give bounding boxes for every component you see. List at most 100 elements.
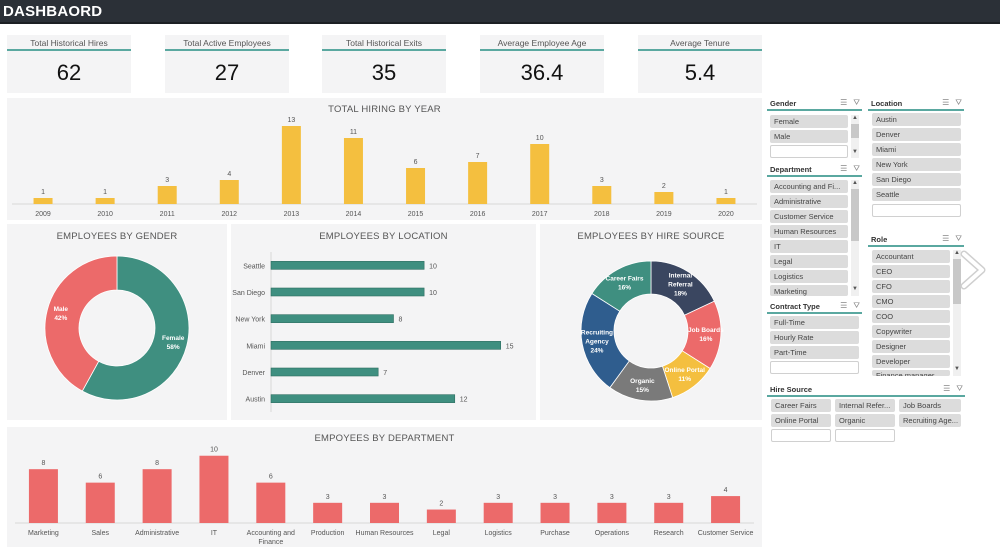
- slicer-item[interactable]: Copywriter: [872, 325, 950, 338]
- slicer-contract-type[interactable]: Contract Type ☰ ⛛ Full-Time Hourly Rate P…: [767, 300, 862, 378]
- slicer-item[interactable]: Male: [770, 130, 848, 143]
- slicer-location[interactable]: Location ☰ ⛛ Austin Denver Miami New York…: [868, 97, 964, 222]
- slicer-item[interactable]: New York: [872, 158, 961, 171]
- slicer-item[interactable]: Recruiting Age...: [899, 414, 961, 427]
- kpi-total-hires: Total Historical Hires 62: [7, 35, 131, 93]
- slicer-scrollbar[interactable]: ▲ ▼: [851, 115, 859, 158]
- clear-filter-icon[interactable]: ⛛: [853, 98, 860, 107]
- slicer-item[interactable]: Marketing: [770, 285, 848, 296]
- slice-name-label: Referral: [668, 282, 693, 289]
- tick-label: 2014: [346, 211, 362, 218]
- scroll-down-icon[interactable]: ▼: [852, 149, 858, 155]
- bar: [270, 287, 425, 297]
- slicer-title: Hire Source: [770, 385, 813, 394]
- clear-filter-icon[interactable]: ⛛: [955, 98, 962, 107]
- slicer-item[interactable]: CEO: [872, 265, 950, 278]
- clear-filter-icon[interactable]: ⛛: [955, 234, 962, 243]
- tick-label: Finance: [258, 539, 283, 546]
- kpi-average-tenure: Average Tenure 5.4: [638, 35, 762, 93]
- data-label: 8: [41, 460, 45, 467]
- slice-percent-label: 42%: [54, 315, 67, 322]
- slicer-hire-source[interactable]: Hire Source ☰ ⛛ Career Fairs Internal Ref…: [767, 383, 965, 447]
- slicer-item[interactable]: Finance manager: [872, 370, 950, 376]
- bar: [313, 502, 343, 523]
- bar: [592, 186, 612, 204]
- data-label: 11: [350, 129, 357, 136]
- scroll-down-icon[interactable]: ▼: [954, 366, 960, 372]
- slicer-title: Gender: [770, 99, 797, 108]
- slicer-item[interactable]: Part-Time: [770, 346, 859, 359]
- multi-select-icon[interactable]: ☰: [943, 384, 951, 393]
- multi-select-icon[interactable]: ☰: [942, 98, 950, 107]
- data-label: 1: [103, 189, 107, 196]
- slicer-item[interactable]: COO: [872, 310, 950, 323]
- bar: [716, 198, 736, 204]
- slicer-item[interactable]: Online Portal: [771, 414, 831, 427]
- multi-select-icon[interactable]: ☰: [840, 98, 848, 107]
- slicer-item[interactable]: Career Fairs: [771, 399, 831, 412]
- clear-filter-icon[interactable]: ⛛: [853, 164, 860, 173]
- hire-source-donut-chart: Internal Referral 18% Job Boards 16% Online P…: [580, 260, 724, 402]
- slicer-item[interactable]: Denver: [872, 128, 961, 141]
- slicer-item[interactable]: Full-Time: [770, 316, 859, 329]
- kpi-label: Average Employee Age: [480, 35, 604, 51]
- chart-title: TOTAL HIRING BY YEAR: [328, 104, 441, 115]
- slicer-item[interactable]: IT: [770, 240, 848, 253]
- multi-select-icon[interactable]: ☰: [840, 301, 848, 310]
- slicer-gender[interactable]: Gender ☰ ⛛ Female Male ▲ ▼: [767, 97, 862, 161]
- slicer-item[interactable]: Internal Refer...: [835, 399, 895, 412]
- slicer-item[interactable]: Administrative: [770, 195, 848, 208]
- slicer-item[interactable]: Job Boards: [899, 399, 961, 412]
- slicer-item[interactable]: Logistics: [770, 270, 848, 283]
- tick-label: Logistics: [485, 530, 513, 537]
- slicer-scrollbar[interactable]: ▲ ▼: [953, 250, 961, 376]
- slicer-item[interactable]: Developer: [872, 355, 950, 368]
- multi-select-icon[interactable]: ☰: [942, 234, 950, 243]
- tick-label: Research: [654, 530, 684, 537]
- slicer-item[interactable]: Female: [770, 115, 848, 128]
- data-label: 6: [414, 159, 418, 166]
- gender-donut-chart: Female 58% Male 42%: [44, 255, 190, 401]
- slicer-item[interactable]: Organic: [835, 414, 895, 427]
- scroll-up-icon[interactable]: ▲: [852, 115, 858, 121]
- tick-label: Production: [311, 530, 345, 537]
- slicer-item[interactable]: Seattle: [872, 188, 961, 201]
- slicer-department[interactable]: Department ☰ ⛛ Accounting and Fi... Admin…: [767, 163, 862, 298]
- slice-name-label: Job Boards: [688, 327, 724, 334]
- slicer-role[interactable]: Role ☰ ⛛ Accountant CEO CFO CMO COO Copyw…: [868, 233, 964, 378]
- scroll-down-icon[interactable]: ▼: [852, 286, 858, 292]
- kpi-label: Total Active Employees: [165, 35, 289, 51]
- scroll-up-icon[interactable]: ▲: [954, 250, 960, 256]
- slicer-item[interactable]: Accountant: [872, 250, 950, 263]
- slicer-item[interactable]: CFO: [872, 280, 950, 293]
- slicer-item[interactable]: Austin: [872, 113, 961, 126]
- multi-select-icon[interactable]: ☰: [840, 164, 848, 173]
- slicer-item[interactable]: CMO: [872, 295, 950, 308]
- slicer-item[interactable]: Miami: [872, 143, 961, 156]
- clear-filter-icon[interactable]: ⛛: [956, 384, 963, 393]
- bar: [654, 192, 674, 204]
- clear-filter-icon[interactable]: ⛛: [853, 301, 860, 310]
- tick-label: 2015: [408, 211, 424, 218]
- kpi-value: 27: [214, 60, 240, 85]
- data-label: 10: [210, 447, 218, 454]
- tick-label: Human Resources: [356, 530, 414, 537]
- chart-title: EMPOYEES BY DEPARTMENT: [314, 433, 455, 444]
- slicer-item[interactable]: Human Resources: [770, 225, 848, 238]
- slicer-item[interactable]: Customer Service: [770, 210, 848, 223]
- tick-label: 2019: [656, 211, 672, 218]
- slicer-scrollbar[interactable]: ▲ ▼: [851, 180, 859, 296]
- bar: [142, 469, 172, 523]
- scroll-up-icon[interactable]: ▲: [852, 180, 858, 186]
- slicer-item[interactable]: Hourly Rate: [770, 331, 859, 344]
- bar: [270, 261, 425, 270]
- slicer-item[interactable]: Accounting and Fi...: [770, 180, 848, 193]
- slice-percent-label: 18%: [674, 291, 687, 298]
- slicer-item[interactable]: Designer: [872, 340, 950, 353]
- bar: [654, 502, 684, 523]
- slicer-item[interactable]: Legal: [770, 255, 848, 268]
- bar: [157, 186, 177, 204]
- tick-label: 2020: [718, 211, 734, 218]
- slicer-item[interactable]: San Diego: [872, 173, 961, 186]
- chevron-right-icon[interactable]: [958, 250, 988, 290]
